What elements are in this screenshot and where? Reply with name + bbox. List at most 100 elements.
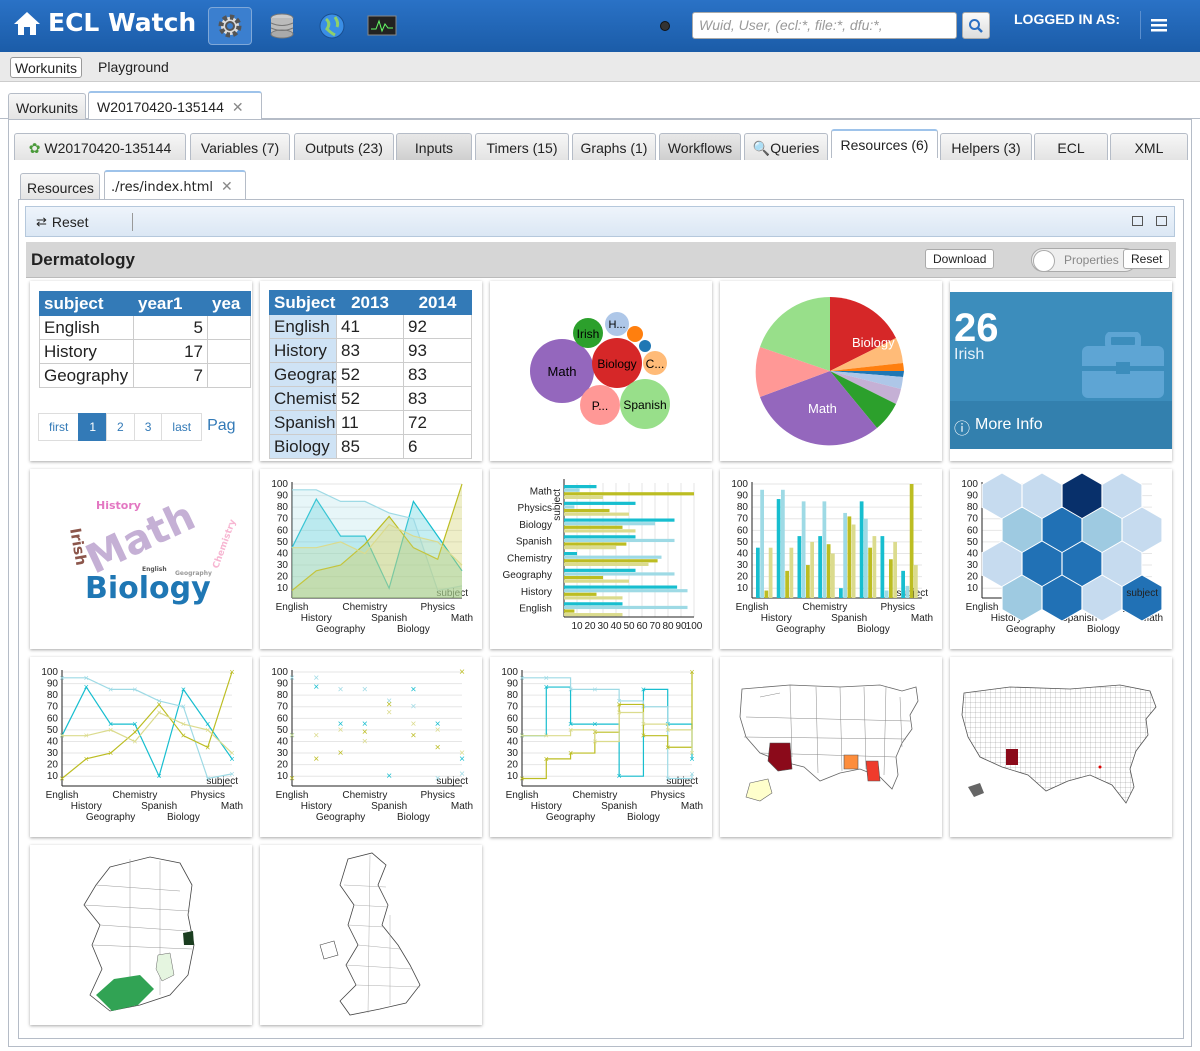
data-point[interactable]: × xyxy=(617,696,622,706)
page-2[interactable]: 2 xyxy=(106,413,135,441)
scatter-point[interactable]: × xyxy=(313,731,319,742)
maximize-icon[interactable] xyxy=(1156,216,1167,226)
data-point[interactable]: × xyxy=(568,684,573,694)
data-point[interactable]: × xyxy=(641,719,646,729)
data-point[interactable]: × xyxy=(108,684,113,694)
column-header[interactable]: Subject xyxy=(269,290,337,315)
data-point[interactable]: × xyxy=(205,719,210,729)
menu-workunits[interactable]: Workunits xyxy=(10,57,82,78)
scatter-point[interactable]: × xyxy=(313,673,319,684)
data-point[interactable]: × xyxy=(132,736,137,746)
data-point[interactable]: × xyxy=(84,731,89,741)
county-highlight[interactable] xyxy=(1098,765,1102,769)
scatter-point[interactable]: × xyxy=(338,748,344,759)
bubble[interactable] xyxy=(627,326,643,342)
restore-icon[interactable] xyxy=(1132,216,1143,226)
tab-helpers[interactable]: Helpers (3) xyxy=(940,133,1032,160)
bar[interactable] xyxy=(564,605,688,610)
monitor-icon[interactable] xyxy=(360,7,404,45)
data-point[interactable]: × xyxy=(544,754,549,764)
table-row[interactable]: History 17 xyxy=(39,339,251,364)
data-point[interactable]: × xyxy=(592,719,597,729)
tab-timers[interactable]: Timers (15) xyxy=(475,133,569,160)
scatter-point[interactable]: × xyxy=(362,719,368,730)
hexbin-cell[interactable] xyxy=(1122,575,1162,621)
data-point[interactable]: × xyxy=(689,748,694,758)
bar[interactable] xyxy=(564,572,675,576)
scatter-point[interactable]: × xyxy=(459,754,465,765)
bar[interactable] xyxy=(806,565,810,598)
series-line[interactable] xyxy=(522,677,693,780)
bar[interactable] xyxy=(564,568,636,572)
scatter-point[interactable]: × xyxy=(289,731,295,742)
bar[interactable] xyxy=(564,579,629,583)
data-point[interactable]: × xyxy=(157,771,162,781)
data-point[interactable]: × xyxy=(592,684,597,694)
bar[interactable] xyxy=(564,488,580,492)
data-point[interactable]: × xyxy=(181,702,186,712)
data-point[interactable]: × xyxy=(544,731,549,741)
table-row[interactable]: Biology 85 6 xyxy=(269,434,472,459)
database-icon[interactable] xyxy=(260,7,304,45)
scatter-point[interactable]: × xyxy=(411,684,417,695)
bar[interactable] xyxy=(864,518,868,598)
series-line[interactable] xyxy=(61,685,233,778)
app-logo[interactable]: ECL Watch xyxy=(12,8,196,37)
data-point[interactable]: × xyxy=(229,667,234,677)
bar[interactable] xyxy=(564,589,688,593)
bar[interactable] xyxy=(756,547,760,598)
scatter-point[interactable]: × xyxy=(435,742,441,753)
data-point[interactable]: × xyxy=(519,774,524,784)
data-point[interactable]: × xyxy=(641,731,646,741)
bar[interactable] xyxy=(564,613,623,617)
bubble[interactable]: C... xyxy=(643,351,667,375)
bar[interactable] xyxy=(564,535,636,539)
bubble[interactable] xyxy=(639,340,651,352)
data-point[interactable]: × xyxy=(132,727,137,737)
bar[interactable] xyxy=(789,547,794,598)
tab-ecl[interactable]: ECL xyxy=(1034,133,1108,160)
close-icon[interactable]: ✕ xyxy=(231,99,244,115)
data-point[interactable]: × xyxy=(544,682,549,692)
scatter-point[interactable]: × xyxy=(313,754,319,765)
bubble[interactable]: H... xyxy=(605,312,629,336)
cloud-word[interactable]: History xyxy=(96,499,141,512)
bar[interactable] xyxy=(889,559,893,598)
tab-workflows[interactable]: Workflows xyxy=(659,133,741,160)
data-point[interactable]: × xyxy=(157,696,162,706)
data-point[interactable]: × xyxy=(617,771,622,781)
data-point[interactable]: × xyxy=(617,699,622,709)
bar[interactable] xyxy=(839,588,843,598)
county-highlight[interactable] xyxy=(155,952,175,982)
table-row[interactable]: Spanish 11 72 xyxy=(269,410,472,435)
download-button[interactable]: Download xyxy=(925,249,995,269)
bar[interactable] xyxy=(564,508,610,513)
county-highlight[interactable] xyxy=(1006,749,1018,765)
series-line[interactable] xyxy=(62,711,233,754)
data-point[interactable]: × xyxy=(519,673,524,683)
column-header[interactable]: year1 xyxy=(133,291,208,316)
table-row[interactable]: English 5 xyxy=(39,315,251,340)
menu-playground[interactable]: Playground xyxy=(98,59,169,75)
data-point[interactable]: × xyxy=(157,708,162,718)
pie-slice[interactable] xyxy=(755,347,830,397)
table-row[interactable]: Geography 7 xyxy=(39,363,251,388)
data-point[interactable]: × xyxy=(665,725,670,735)
county-dublin[interactable] xyxy=(183,931,194,945)
scatter-point[interactable]: × xyxy=(289,774,295,785)
data-point[interactable]: × xyxy=(689,769,694,779)
bar[interactable] xyxy=(564,559,658,563)
data-point[interactable]: × xyxy=(108,719,113,729)
pie-slice[interactable] xyxy=(830,371,903,389)
bar[interactable] xyxy=(760,489,764,598)
data-point[interactable]: × xyxy=(181,719,186,729)
bar[interactable] xyxy=(810,541,814,598)
cloud-word[interactable]: Geography xyxy=(175,570,212,577)
scatter-point[interactable]: × xyxy=(386,696,392,707)
bar[interactable] xyxy=(801,501,806,598)
cloud-word[interactable]: Biology xyxy=(85,571,211,606)
scatter-point[interactable]: × xyxy=(362,736,368,747)
bar[interactable] xyxy=(564,501,636,505)
bar[interactable] xyxy=(905,585,910,598)
globe-icon[interactable] xyxy=(310,7,354,45)
